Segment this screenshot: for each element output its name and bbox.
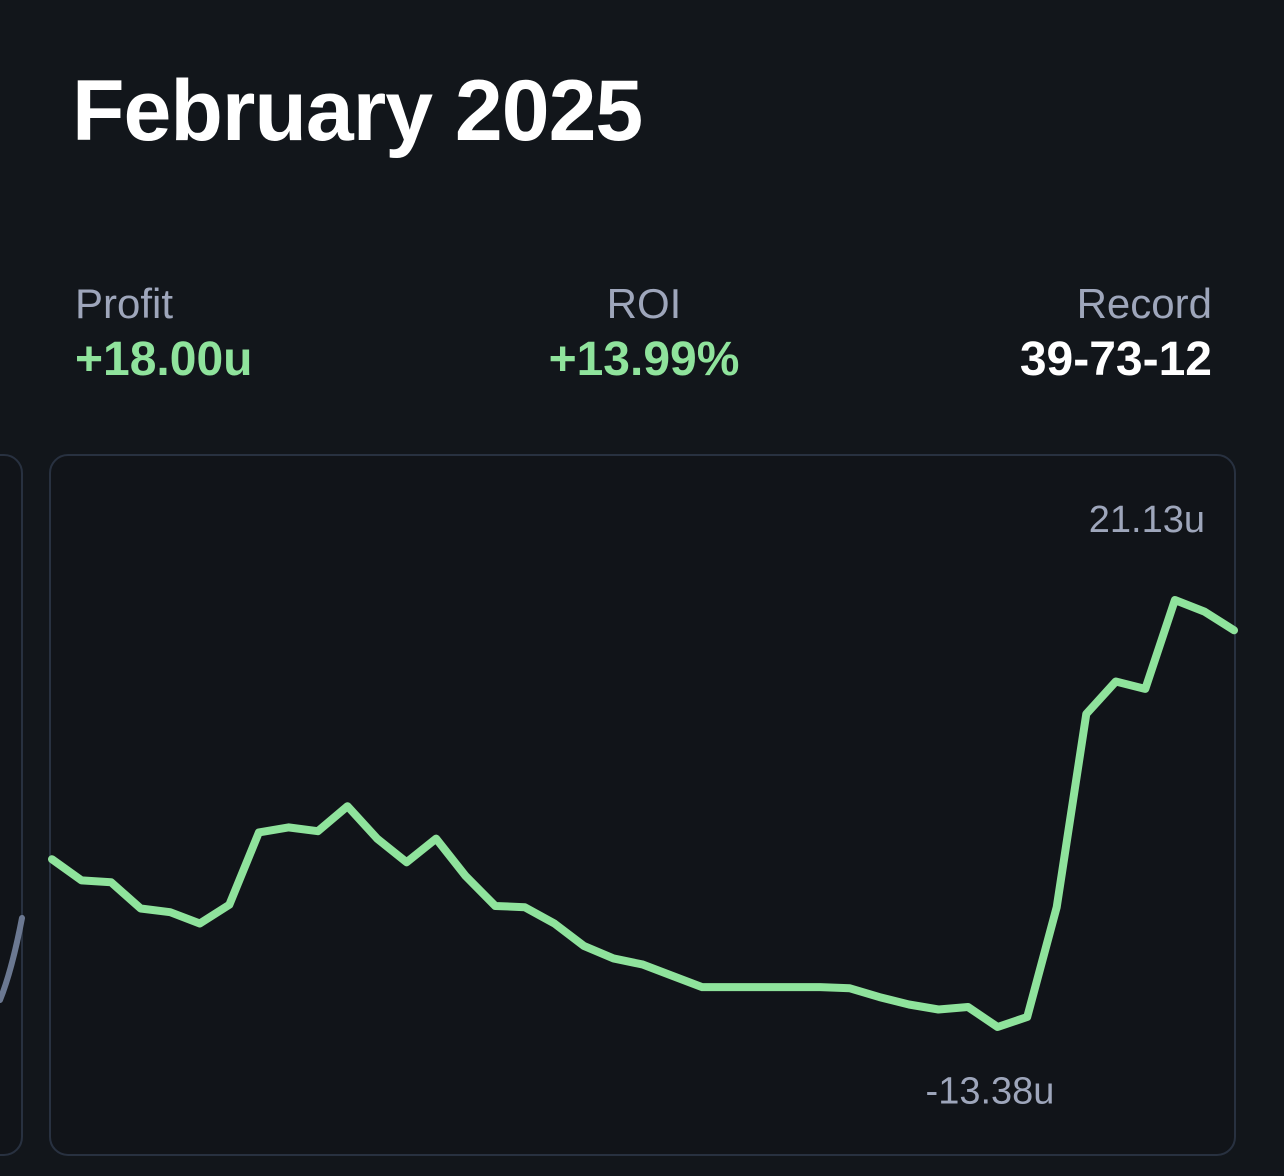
stat-record: Record 39-73-12 xyxy=(1020,280,1212,387)
stat-label: Record xyxy=(1076,280,1212,327)
stat-roi: ROI +13.99% xyxy=(500,280,788,387)
chart-card[interactable] xyxy=(49,454,1236,1156)
stat-profit: Profit +18.00u xyxy=(75,280,252,387)
stat-value: +13.99% xyxy=(548,333,740,386)
prev-line xyxy=(0,915,25,1003)
profit-line xyxy=(48,596,1238,1031)
extreme-label: 21.13u xyxy=(1089,499,1205,541)
prev-card[interactable] xyxy=(0,454,23,1156)
stat-label: Profit xyxy=(75,280,174,327)
stat-value: 39-73-12 xyxy=(1019,333,1212,386)
stat-value: +18.00u xyxy=(75,333,253,386)
page-title: February 2025 xyxy=(72,63,643,159)
extreme-label: -13.38u xyxy=(926,1071,1055,1113)
stat-label: ROI xyxy=(606,280,682,327)
